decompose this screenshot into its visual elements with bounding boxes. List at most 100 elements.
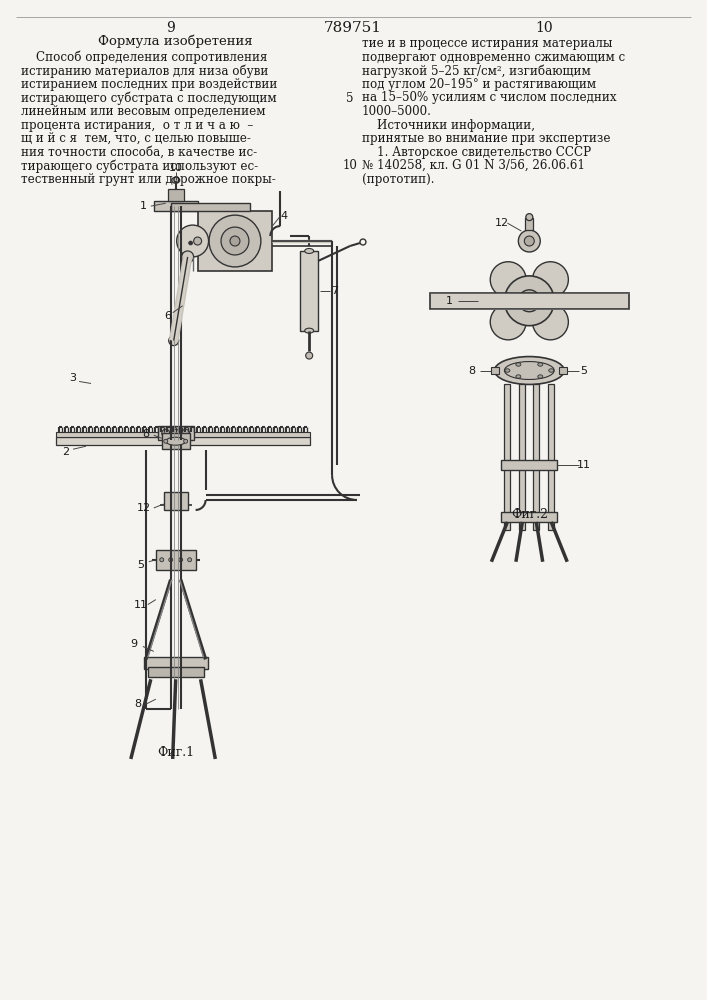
Text: 11: 11 <box>577 460 591 470</box>
Ellipse shape <box>490 262 526 298</box>
Text: 7: 7 <box>332 286 339 296</box>
Bar <box>164 492 187 510</box>
Bar <box>430 293 629 309</box>
Text: 10: 10 <box>343 159 358 172</box>
Text: Формула изобретения: Формула изобретения <box>98 35 253 48</box>
Text: линейным или весовым определением: линейным или весовым определением <box>21 105 266 118</box>
Text: тие и в процессе истирания материалы: тие и в процессе истирания материалы <box>362 37 612 50</box>
Bar <box>168 189 184 201</box>
Bar <box>144 657 208 669</box>
Ellipse shape <box>505 369 510 372</box>
Text: на 15–50% усилиям с числом последних: на 15–50% усилиям с числом последних <box>362 91 617 104</box>
Bar <box>501 460 557 470</box>
Bar <box>158 426 194 440</box>
Text: № 140258, кл. G 01 N 3/56, 26.06.61: № 140258, кл. G 01 N 3/56, 26.06.61 <box>362 159 585 172</box>
Ellipse shape <box>169 336 179 346</box>
Ellipse shape <box>525 236 534 246</box>
Text: 8: 8 <box>142 429 149 439</box>
Ellipse shape <box>504 362 554 379</box>
Text: 1: 1 <box>446 296 453 306</box>
Bar <box>501 512 557 522</box>
Bar <box>504 384 510 530</box>
Ellipse shape <box>305 328 314 333</box>
Bar <box>491 367 499 374</box>
Text: под углом 20–195° и растягивающим: под углом 20–195° и растягивающим <box>362 78 596 91</box>
Text: 1000–5000.: 1000–5000. <box>362 105 432 118</box>
Text: истиранию материалов для низа обуви: истиранию материалов для низа обуви <box>21 64 269 78</box>
Text: 8: 8 <box>468 366 475 376</box>
Text: нагрузкой 5–25 кг/см², изгибающим: нагрузкой 5–25 кг/см², изгибающим <box>362 64 591 78</box>
Text: (прототип).: (прототип). <box>362 173 435 186</box>
Text: истиранием последних при воздействии: истиранием последних при воздействии <box>21 78 278 91</box>
Bar <box>559 367 567 374</box>
Ellipse shape <box>494 357 564 384</box>
Bar <box>170 203 250 211</box>
Ellipse shape <box>538 363 543 366</box>
Text: 11: 11 <box>134 600 148 610</box>
Bar <box>520 384 525 530</box>
Ellipse shape <box>164 439 168 443</box>
Text: 3: 3 <box>69 373 76 383</box>
Ellipse shape <box>194 237 201 245</box>
Ellipse shape <box>518 290 540 312</box>
Ellipse shape <box>182 251 194 263</box>
Ellipse shape <box>221 227 249 255</box>
Bar <box>56 437 310 445</box>
Text: тественный грунт или дорожное покры-: тественный грунт или дорожное покры- <box>21 173 276 186</box>
Ellipse shape <box>490 304 526 340</box>
Ellipse shape <box>177 225 209 257</box>
Ellipse shape <box>305 352 312 359</box>
Bar <box>162 433 189 449</box>
Text: истирающего субстрата с последующим: истирающего субстрата с последующим <box>21 91 277 105</box>
Text: 5: 5 <box>346 92 354 105</box>
Ellipse shape <box>184 439 187 443</box>
Ellipse shape <box>516 375 521 378</box>
Ellipse shape <box>165 437 186 445</box>
Ellipse shape <box>187 558 192 562</box>
Text: 1: 1 <box>140 201 147 211</box>
Text: принятые во внимание при экспертизе: принятые во внимание при экспертизе <box>362 132 610 145</box>
Text: 789751: 789751 <box>324 21 382 35</box>
Ellipse shape <box>160 558 164 562</box>
Bar <box>154 201 198 211</box>
Text: ния точности способа, в качестве ис-: ния точности способа, в качестве ис- <box>21 146 257 159</box>
Bar <box>548 384 554 530</box>
Text: 8: 8 <box>134 699 141 709</box>
Text: 6: 6 <box>164 311 171 321</box>
Bar <box>525 218 533 230</box>
Text: 5: 5 <box>137 560 144 570</box>
Ellipse shape <box>162 429 170 437</box>
Ellipse shape <box>172 429 180 437</box>
Text: 9: 9 <box>166 21 175 35</box>
Ellipse shape <box>532 262 568 298</box>
Text: щ и й с я  тем, что, с целью повыше-: щ и й с я тем, что, с целью повыше- <box>21 132 251 145</box>
Ellipse shape <box>189 241 192 245</box>
Text: 5: 5 <box>580 366 588 376</box>
Text: 9: 9 <box>130 639 137 649</box>
Ellipse shape <box>504 276 554 326</box>
Bar <box>56 432 310 437</box>
Text: 12: 12 <box>136 503 151 513</box>
Text: 1. Авторское свидетельство СССР: 1. Авторское свидетельство СССР <box>362 146 591 159</box>
Ellipse shape <box>516 363 521 366</box>
Ellipse shape <box>549 369 554 372</box>
Ellipse shape <box>209 215 261 267</box>
Text: Фиг.2: Фиг.2 <box>510 508 548 521</box>
Text: Способ определения сопротивления: Способ определения сопротивления <box>21 51 268 64</box>
Ellipse shape <box>169 558 173 562</box>
Text: 4: 4 <box>281 211 288 221</box>
Ellipse shape <box>525 297 533 305</box>
Text: тирающего субстрата используют ес-: тирающего субстрата используют ес- <box>21 159 259 173</box>
Ellipse shape <box>538 375 543 378</box>
Text: Источники информации,: Источники информации, <box>362 119 535 132</box>
Ellipse shape <box>179 558 182 562</box>
Ellipse shape <box>518 230 540 252</box>
Ellipse shape <box>532 304 568 340</box>
Bar <box>533 384 539 530</box>
Text: 12: 12 <box>494 218 508 228</box>
Text: 10: 10 <box>169 163 182 173</box>
Ellipse shape <box>526 214 533 221</box>
Bar <box>156 550 196 570</box>
Text: 10: 10 <box>535 21 553 35</box>
Ellipse shape <box>305 248 314 253</box>
